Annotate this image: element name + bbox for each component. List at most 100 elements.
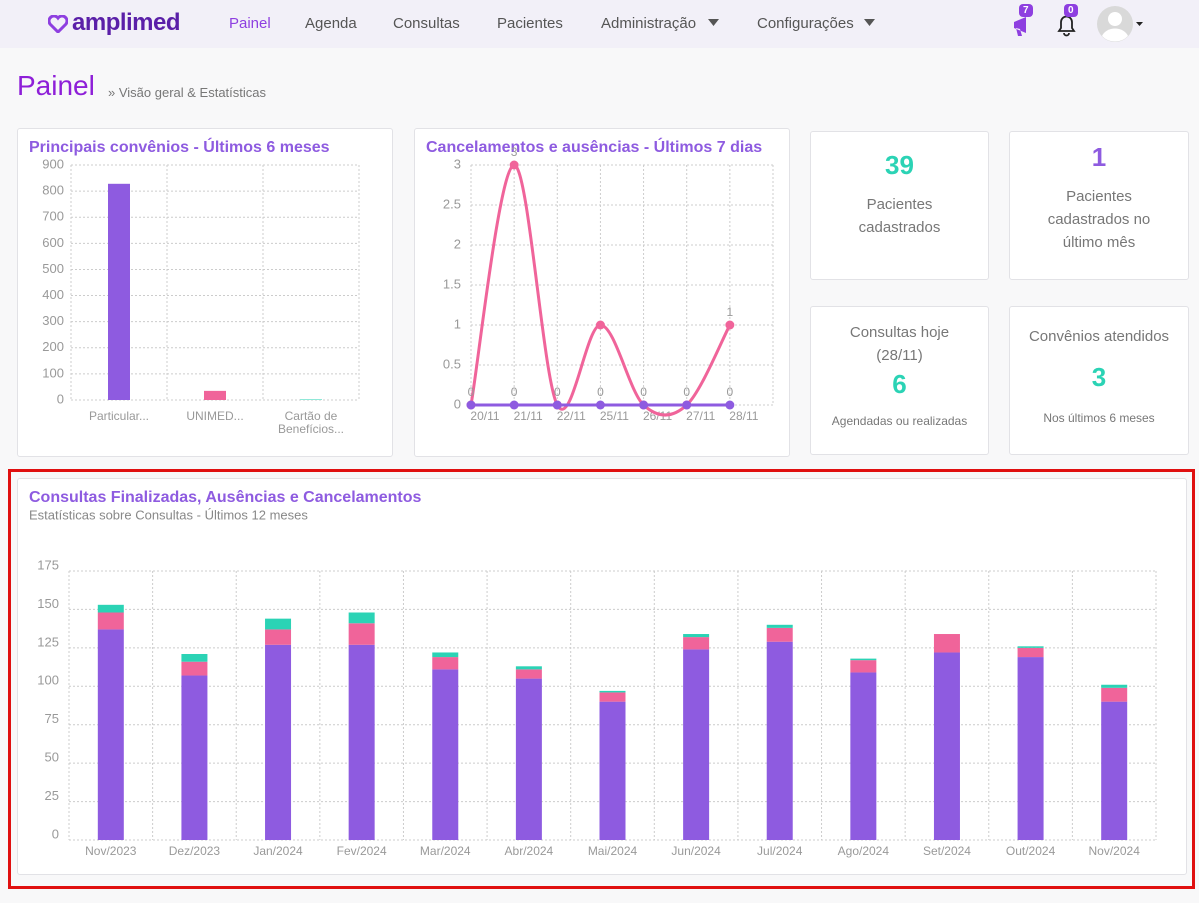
bar-segment <box>766 627 793 642</box>
x-tick-label: Ago/2024 <box>838 844 890 858</box>
point <box>595 320 605 330</box>
data-label: 0 <box>683 385 690 399</box>
bar-segment <box>683 634 710 638</box>
bar-segment <box>181 661 208 676</box>
y-tick-label: 25 <box>45 788 59 803</box>
point <box>509 160 519 170</box>
data-label: 0 <box>727 385 734 399</box>
y-tick-label: 200 <box>42 339 64 354</box>
chart-card: Principais convênios - Últimos 6 meses 0 1… <box>17 128 393 457</box>
bar-segment <box>97 604 124 613</box>
page-title: Painel <box>17 70 95 101</box>
bar-segment <box>515 666 542 670</box>
logo[interactable]: amplimed <box>47 9 181 37</box>
x-tick-label: 27/11 <box>686 409 715 423</box>
stat-title: Convênios atendidos <box>1028 328 1170 345</box>
x-tick-label: Out/2024 <box>1006 844 1056 858</box>
y-tick-label: 125 <box>37 634 59 649</box>
stat-value: 3 <box>1091 362 1107 392</box>
chart-title: Consultas Finalizadas, Ausências e Cance… <box>29 489 422 506</box>
data-label: 0 <box>640 385 647 399</box>
data-label: 0 <box>597 385 604 399</box>
bar-segment <box>432 652 459 658</box>
x-tick-label: 20/11 <box>470 409 499 423</box>
bar-segment <box>933 634 960 653</box>
y-tick-label: 3 <box>454 156 461 171</box>
bar-segment <box>1017 647 1044 658</box>
logo-text: amplimed <box>72 9 181 36</box>
y-tick-label: 900 <box>42 156 64 171</box>
bar-segment <box>432 657 459 670</box>
data-label: 0 <box>554 385 561 399</box>
y-tick-label: 400 <box>42 287 64 302</box>
point <box>552 400 562 410</box>
badge: 0 <box>1064 4 1078 17</box>
x-tick-label: Abr/2024 <box>505 844 554 858</box>
bar-segment <box>265 629 292 645</box>
y-tick-label: 300 <box>42 313 64 328</box>
chart-title: Cancelamentos e ausências - Últimos 7 di… <box>426 137 762 156</box>
chart-card: Cancelamentos e ausências - Últimos 7 di… <box>414 128 790 457</box>
x-tick-label: Nov/2023 <box>85 844 137 858</box>
x-tick-label: 28/11 <box>729 409 758 423</box>
dropdown-caret <box>864 19 875 26</box>
x-tick-label: Fev/2024 <box>337 844 387 858</box>
y-tick-label: 100 <box>37 673 59 688</box>
badge: 7 <box>1019 4 1033 17</box>
y-tick-label: 1 <box>454 316 461 331</box>
dropdown-caret <box>708 19 719 26</box>
y-tick-label: 0 <box>57 391 64 406</box>
y-tick-label: 150 <box>37 596 59 611</box>
data-label: 1 <box>727 305 734 319</box>
navbar: amplimed Painel Agenda Consultas Pacient… <box>0 0 1199 48</box>
x-tick-label: 25/11 <box>600 409 629 423</box>
y-tick-label: 800 <box>42 183 64 198</box>
nav-item[interactable]: Painel <box>229 15 271 32</box>
bar-segment <box>850 672 877 840</box>
bar <box>300 399 322 400</box>
x-tick-label: Mai/2024 <box>588 844 638 858</box>
megaphone-icon[interactable] <box>1012 14 1038 38</box>
bar-segment <box>850 658 877 661</box>
bar-segment <box>348 623 375 645</box>
stat-value: 1 <box>1091 142 1107 172</box>
chart: Consultas Finalizadas, Ausências e Cance… <box>29 489 1157 858</box>
nav-item[interactable]: Administração <box>601 15 697 32</box>
stat-card: Consultas hoje (28/11) 6 Agendadas ou re… <box>810 306 989 455</box>
page-subtitle: » Visão geral & Estatísticas <box>108 85 267 100</box>
point <box>725 320 735 330</box>
bar-segment <box>1017 646 1044 648</box>
bar-segment <box>1017 657 1044 840</box>
y-tick-label: 100 <box>42 365 64 380</box>
bar <box>204 390 226 400</box>
nav-item[interactable]: Agenda <box>305 15 357 32</box>
data-label: 0 <box>468 385 475 399</box>
y-tick-label: 500 <box>42 261 64 276</box>
bar-segment <box>515 669 542 679</box>
y-tick-label: 2 <box>454 236 461 251</box>
x-tick-label: Set/2024 <box>923 844 971 858</box>
bar-segment <box>766 624 793 628</box>
stat-note: Agendadas ou realizadas <box>831 414 968 428</box>
avatar[interactable] <box>1096 5 1148 43</box>
point <box>725 400 735 410</box>
nav-item[interactable]: Configurações <box>757 15 854 32</box>
bar-segment <box>265 644 292 840</box>
point <box>639 400 649 410</box>
y-tick-label: 700 <box>42 209 64 224</box>
bar-segment <box>683 637 710 650</box>
bar-segment <box>97 629 124 840</box>
stat-title: Consultas hoje (28/11) <box>849 324 950 364</box>
x-tick-label: Jul/2024 <box>757 844 803 858</box>
bar-segment <box>1101 687 1128 702</box>
bar-segment <box>181 675 208 840</box>
stat-label: Pacientes cadastrados no último mês <box>1047 188 1151 251</box>
nav-item[interactable]: Consultas <box>393 15 460 32</box>
chart-subtitle: Estatísticas sobre Consultas - Últimos 1… <box>29 507 308 522</box>
bar-segment <box>181 654 208 662</box>
chart: Principais convênios - Últimos 6 meses 0 1… <box>29 137 360 436</box>
x-tick-label: Nov/2024 <box>1089 844 1141 858</box>
nav-item[interactable]: Pacientes <box>497 15 563 32</box>
bar-segment <box>683 649 710 840</box>
